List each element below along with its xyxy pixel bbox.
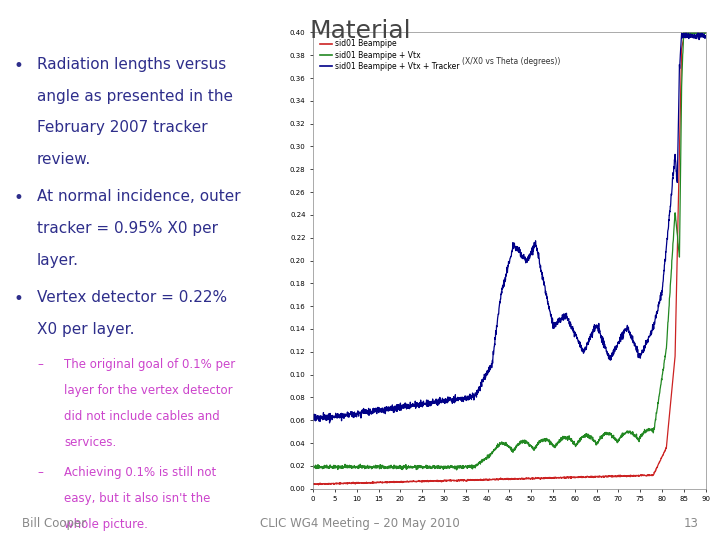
sid01 Beampipe [435, 478, 444, 484]
sid01 Beampipe [309, 481, 318, 487]
sid01 Beampipe + Vtx [680, 29, 688, 36]
Text: •: • [13, 289, 23, 308]
Text: layer.: layer. [37, 253, 79, 268]
Text: tracker = 0.95% X0 per: tracker = 0.95% X0 per [37, 221, 218, 236]
sid01 Beampipe [320, 481, 328, 487]
sid01 Beampipe + Vtx + Tracker [309, 413, 318, 420]
sid01 Beampipe + Vtx [438, 463, 446, 470]
Text: Vertex detector = 0.22%: Vertex detector = 0.22% [37, 289, 228, 305]
sid01 Beampipe + Vtx [309, 464, 318, 470]
Legend: sid01 Beampipe, sid01 Beampipe + Vtx, sid01 Beampipe + Vtx + Tracker: sid01 Beampipe, sid01 Beampipe + Vtx, si… [317, 36, 463, 74]
sid01 Beampipe + Vtx [357, 462, 366, 469]
sid01 Beampipe + Vtx + Tracker [682, 29, 690, 36]
Line: sid01 Beampipe: sid01 Beampipe [313, 32, 706, 485]
Text: angle as presented in the: angle as presented in the [37, 89, 233, 104]
sid01 Beampipe + Vtx + Tracker [319, 409, 328, 416]
sid01 Beampipe + Vtx + Tracker [435, 401, 444, 407]
sid01 Beampipe + Vtx [319, 463, 328, 469]
sid01 Beampipe [486, 476, 495, 483]
Text: –: – [37, 466, 43, 480]
sid01 Beampipe + Vtx + Tracker [701, 32, 710, 39]
sid01 Beampipe + Vtx + Tracker [601, 345, 610, 352]
sid01 Beampipe [438, 478, 447, 484]
Text: services.: services. [64, 436, 116, 449]
sid01 Beampipe + Vtx [434, 465, 443, 471]
sid01 Beampipe [358, 480, 366, 486]
Text: did not include cables and: did not include cables and [64, 410, 220, 423]
Text: easy, but it also isn't the: easy, but it also isn't the [64, 492, 210, 505]
Text: •: • [13, 189, 23, 207]
sid01 Beampipe + Vtx [452, 467, 461, 473]
Text: Radiation lengths versus: Radiation lengths versus [37, 57, 226, 72]
sid01 Beampipe [680, 29, 689, 36]
Text: Material: Material [309, 19, 411, 43]
Text: At normal incidence, outer: At normal incidence, outer [37, 189, 240, 204]
Text: (X/X0 vs Theta (degrees)): (X/X0 vs Theta (degrees)) [462, 57, 561, 66]
Text: –: – [37, 358, 43, 371]
sid01 Beampipe + Vtx [701, 29, 710, 36]
sid01 Beampipe + Vtx + Tracker [486, 365, 495, 372]
Text: Bill Cooper: Bill Cooper [22, 517, 86, 530]
Text: 13: 13 [683, 517, 698, 530]
Line: sid01 Beampipe + Vtx: sid01 Beampipe + Vtx [313, 32, 706, 470]
Text: The original goal of 0.1% per: The original goal of 0.1% per [64, 358, 235, 371]
Text: review.: review. [37, 152, 91, 167]
Text: whole picture.: whole picture. [64, 518, 148, 531]
sid01 Beampipe [314, 482, 323, 488]
sid01 Beampipe + Vtx [486, 451, 495, 458]
sid01 Beampipe + Vtx + Tracker [438, 395, 447, 401]
Text: CLIC WG4 Meeting – 20 May 2010: CLIC WG4 Meeting – 20 May 2010 [260, 517, 460, 530]
sid01 Beampipe + Vtx [601, 431, 610, 437]
Text: February 2007 tracker: February 2007 tracker [37, 120, 207, 136]
Text: layer for the vertex detector: layer for the vertex detector [64, 384, 233, 397]
sid01 Beampipe + Vtx + Tracker [325, 420, 334, 426]
Text: •: • [13, 57, 23, 75]
Line: sid01 Beampipe + Vtx + Tracker: sid01 Beampipe + Vtx + Tracker [313, 32, 706, 423]
sid01 Beampipe + Vtx + Tracker [358, 407, 366, 414]
sid01 Beampipe [701, 29, 710, 36]
sid01 Beampipe [601, 473, 610, 480]
Text: Achieving 0.1% is still not: Achieving 0.1% is still not [64, 466, 216, 480]
Text: X0 per layer.: X0 per layer. [37, 321, 135, 336]
